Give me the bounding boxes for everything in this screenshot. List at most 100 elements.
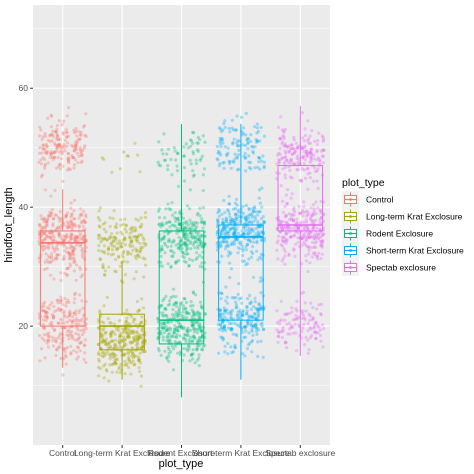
data-point [123,359,127,364]
legend-key-point [348,248,353,253]
data-point [306,187,310,191]
data-point [191,152,195,156]
data-point [242,225,246,229]
data-point [224,299,228,303]
data-point [200,329,204,333]
data-point [100,156,104,160]
data-point [69,245,73,249]
data-point [55,227,59,231]
data-point [230,218,234,222]
data-point [139,225,143,229]
data-point [122,344,126,348]
data-point [281,325,285,329]
data-point [188,231,192,235]
data-point [313,336,318,341]
data-point [246,136,250,141]
data-point [284,341,288,345]
data-point [176,246,180,250]
data-point [70,320,74,324]
data-point [163,349,167,353]
data-point [304,149,308,153]
data-point [193,336,197,340]
data-point [186,238,190,242]
data-point [144,242,148,246]
data-point [279,225,283,229]
data-point [177,340,181,344]
data-point [251,323,255,328]
data-point [317,236,321,240]
data-point [79,151,83,155]
data-point [178,223,182,227]
data-point [301,154,306,158]
data-point [132,363,136,367]
data-point [53,328,57,332]
data-point [117,254,121,258]
data-point [144,243,148,247]
data-point [46,334,50,338]
data-point [58,143,62,147]
data-point [287,321,291,325]
data-point [283,249,287,254]
data-point [132,330,136,334]
data-point [261,355,265,359]
data-point [184,225,188,229]
data-point [163,158,168,162]
data-point [321,148,325,152]
data-point [113,358,117,362]
data-point [304,254,308,258]
data-point [188,218,192,222]
data-point [82,125,86,129]
data-point [139,346,143,350]
data-point [223,125,227,130]
data-point [236,138,240,142]
data-point [177,321,181,325]
data-point [52,315,56,319]
data-point [54,130,58,134]
data-point [102,157,106,161]
data-point [200,330,204,334]
data-point [101,338,105,342]
data-point [114,222,119,226]
data-point [305,167,309,171]
data-point [306,321,310,326]
data-point [318,221,322,225]
data-point [42,300,47,304]
data-point [235,168,240,172]
data-point [41,146,45,150]
data-point [283,142,287,146]
data-point [136,235,140,239]
data-point [191,174,196,178]
data-point [44,223,49,227]
data-point [244,111,248,115]
data-point [199,304,203,308]
data-point [255,126,259,130]
data-point [136,253,140,258]
data-point [48,235,52,239]
data-point [105,369,109,373]
data-point [185,328,189,332]
data-point [178,244,182,248]
data-point [195,251,199,255]
data-point [316,156,320,160]
data-point [306,338,310,342]
data-point [178,334,182,338]
data-point [125,335,129,340]
data-point [74,148,78,152]
data-point [77,224,81,228]
data-point [321,239,325,243]
data-point [308,261,312,265]
data-point [293,210,297,214]
data-point [251,324,255,328]
data-point [190,236,194,240]
data-point [235,313,239,318]
data-point [76,346,80,350]
data-point [249,307,253,311]
data-point [173,340,177,344]
data-point [319,339,323,343]
data-point [308,150,312,154]
data-point [79,328,83,332]
data-point [56,137,60,141]
data-point [67,161,71,165]
data-point [287,253,291,257]
data-point [247,231,251,235]
